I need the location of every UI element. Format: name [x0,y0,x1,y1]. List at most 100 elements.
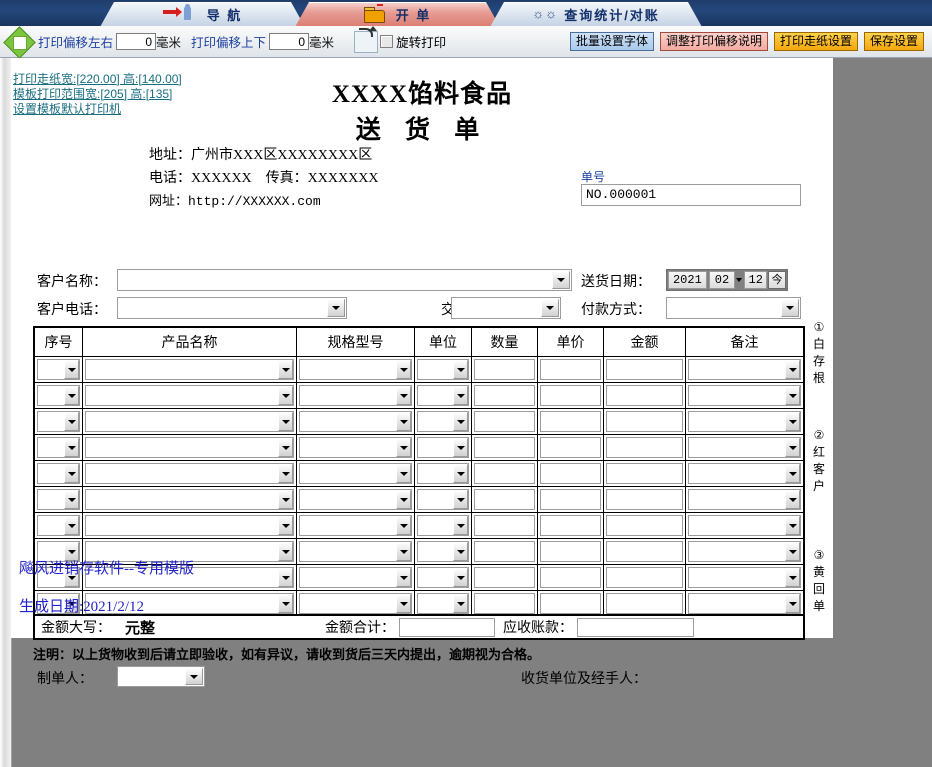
cell-dropdown-icon[interactable] [278,490,293,509]
cell-input-spec[interactable] [299,385,412,406]
cell-dropdown-icon[interactable] [396,516,411,535]
cell-dropdown-icon[interactable] [453,412,468,431]
cell-input-unit[interactable] [417,463,469,484]
date-day-field[interactable]: 12 [744,271,768,289]
move-diamond-icon[interactable] [3,25,36,59]
cell-dropdown-icon[interactable] [785,412,800,431]
cell-dropdown-icon[interactable] [785,438,800,457]
cell-dropdown-icon[interactable] [278,464,293,483]
cell-input-remark[interactable] [688,515,801,536]
cell-input-spec[interactable] [299,359,412,380]
cell-input-amount[interactable] [606,489,683,510]
cell-dropdown-icon[interactable] [64,386,79,405]
cell-input-spec[interactable] [299,489,412,510]
paper-size-link[interactable]: 打印走纸宽:[220.00] 高:[140.00] [13,72,182,86]
cell-input-amount[interactable] [606,411,683,432]
customer-name-dropdown-icon[interactable] [552,271,570,289]
cell-input-remark[interactable] [688,489,801,510]
cell-input-seq[interactable] [37,541,80,562]
cell-input-price[interactable] [540,515,601,536]
cell-input-qty[interactable] [474,567,535,588]
cell-dropdown-icon[interactable] [278,360,293,379]
cell-dropdown-icon[interactable] [396,412,411,431]
cell-input-unit[interactable] [417,411,469,432]
template-range-link[interactable]: 模板打印范围宽:[205] 高:[135] [13,87,173,101]
cell-input-qty[interactable] [474,437,535,458]
cell-input-price[interactable] [540,567,601,588]
cell-dropdown-icon[interactable] [64,516,79,535]
cell-dropdown-icon[interactable] [396,360,411,379]
cell-input-seq[interactable] [37,489,80,510]
cell-input-spec[interactable] [299,567,412,588]
payment-method-input[interactable] [666,297,801,319]
cell-input-amount[interactable] [606,437,683,458]
cell-input-spec[interactable] [299,437,412,458]
cell-dropdown-icon[interactable] [278,568,293,587]
cell-input-unit[interactable] [417,359,469,380]
cell-input-remark[interactable] [688,411,801,432]
cell-dropdown-icon[interactable] [396,490,411,509]
cell-input-price[interactable] [540,359,601,380]
cell-dropdown-icon[interactable] [396,542,411,561]
cell-input-spec[interactable] [299,463,412,484]
cell-input-seq[interactable] [37,411,80,432]
cell-input-qty[interactable] [474,359,535,380]
cell-input-amount[interactable] [606,593,683,614]
cell-input-price[interactable] [540,385,601,406]
cell-dropdown-icon[interactable] [64,542,79,561]
receivable-input[interactable] [577,617,695,637]
save-settings-button[interactable]: 保存设置 [863,32,924,51]
cell-dropdown-icon[interactable] [785,360,800,379]
offset-ud-input[interactable]: 0 [269,33,310,50]
maker-input[interactable] [117,666,205,687]
cell-dropdown-icon[interactable] [396,568,411,587]
cell-dropdown-icon[interactable] [278,594,293,613]
cell-dropdown-icon[interactable] [453,490,468,509]
cell-input-remark[interactable] [688,385,801,406]
date-month-field[interactable]: 02 [708,271,736,289]
cell-input-seq[interactable] [37,593,80,614]
cell-input-remark[interactable] [688,593,801,614]
cell-input-product[interactable] [85,385,294,406]
cell-input-spec[interactable] [299,541,412,562]
cell-input-remark[interactable] [688,437,801,458]
cell-dropdown-icon[interactable] [396,594,411,613]
cell-input-price[interactable] [540,541,601,562]
cell-input-price[interactable] [540,463,601,484]
cell-input-unit[interactable] [417,541,469,562]
cell-input-seq[interactable] [37,437,80,458]
cell-input-amount[interactable] [606,359,683,380]
default-printer-link[interactable]: 设置模板默认打印机 [13,102,122,116]
cell-input-amount[interactable] [606,567,683,588]
cell-input-price[interactable] [540,489,601,510]
cell-dropdown-icon[interactable] [396,438,411,457]
paper-feed-settings-button[interactable]: 打印走纸设置 [773,32,858,51]
cell-input-unit[interactable] [417,593,469,614]
cell-dropdown-icon[interactable] [453,464,468,483]
cell-input-unit[interactable] [417,385,469,406]
rotate-print-checkbox[interactable] [380,35,394,48]
cell-input-qty[interactable] [474,385,535,406]
cell-input-product[interactable] [85,437,294,458]
cell-dropdown-icon[interactable] [278,412,293,431]
cell-input-product[interactable] [85,567,294,588]
cell-input-product[interactable] [85,359,294,380]
cell-input-seq[interactable] [37,515,80,536]
cell-dropdown-icon[interactable] [453,568,468,587]
cell-input-qty[interactable] [474,515,535,536]
cell-input-product[interactable] [85,463,294,484]
customer-name-input[interactable] [117,269,572,291]
amount-total-input[interactable] [399,617,496,637]
cell-input-unit[interactable] [417,437,469,458]
cell-dropdown-icon[interactable] [64,490,79,509]
cell-input-remark[interactable] [688,567,801,588]
cell-dropdown-icon[interactable] [785,464,800,483]
cell-input-seq[interactable] [37,359,80,380]
offset-lr-input[interactable]: 0 [116,33,157,50]
cell-input-amount[interactable] [606,515,683,536]
cell-dropdown-icon[interactable] [785,542,800,561]
cell-input-product[interactable] [85,411,294,432]
tab-billing[interactable]: 开 单 [295,2,500,26]
payment-method-dropdown-icon[interactable] [781,299,799,317]
cell-input-amount[interactable] [606,385,683,406]
